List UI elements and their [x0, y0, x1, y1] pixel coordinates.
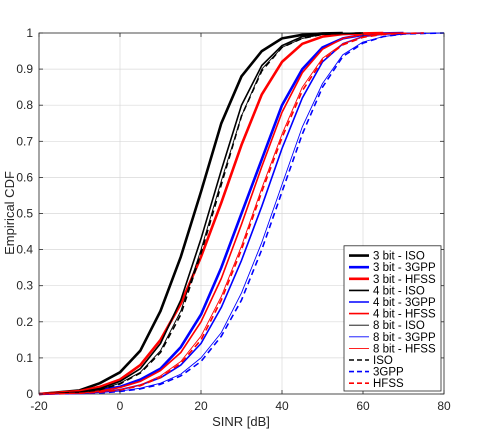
- series-line: [38, 32, 364, 395]
- y-tick-label: 0.5: [16, 207, 33, 221]
- legend-label: 8 bit - ISO: [373, 320, 425, 332]
- legend-label: 4 bit - HFSS: [373, 309, 436, 321]
- y-tick-label: 0.1: [16, 351, 33, 365]
- x-tick-label: 0: [117, 399, 124, 413]
- series-line: [38, 32, 364, 395]
- legend-label: 3 bit - 3GPP: [373, 262, 436, 274]
- x-tick-label: -20: [30, 399, 48, 413]
- x-tick-label: 60: [356, 399, 370, 413]
- y-tick-label: 0.2: [16, 315, 33, 329]
- legend-label: 3GPP: [373, 367, 404, 379]
- y-tick-label: 0.7: [16, 134, 33, 148]
- y-tick-label: 0.6: [16, 170, 33, 184]
- x-tick-label: 80: [437, 399, 451, 413]
- x-tick-label: 20: [194, 399, 208, 413]
- legend-label: HFSS: [373, 378, 404, 390]
- legend-label: 3 bit - HFSS: [373, 274, 436, 286]
- axis-ticks: -20 0 20 40 60 8000.10.20.30.40.50.60.70.80.9…: [16, 26, 451, 413]
- y-tick-label: 0: [26, 387, 33, 401]
- series-line: [38, 32, 404, 395]
- y-tick-label: 1: [26, 26, 33, 40]
- legend-box: [343, 245, 442, 392]
- y-axis-label: Empirical CDF: [2, 171, 17, 255]
- legend-label: 8 bit - 3GPP: [373, 332, 436, 344]
- series-line: [38, 31, 384, 396]
- y-tick-label: 0.3: [16, 279, 33, 293]
- x-axis-label: SINR [dB]: [212, 414, 270, 429]
- legend-label: ISO: [373, 355, 393, 367]
- y-tick-label: 0.8: [16, 98, 33, 112]
- legend-label: 3 bit - ISO: [373, 251, 425, 263]
- legend-label: 4 bit - 3GPP: [373, 297, 436, 309]
- legend-label: 8 bit - HFSS: [373, 343, 436, 355]
- series-line: [38, 32, 445, 395]
- series-line: [38, 31, 343, 396]
- y-tick-label: 0.4: [16, 243, 33, 257]
- x-tick-label: 40: [275, 399, 289, 413]
- y-tick-label: 0.9: [16, 62, 33, 76]
- legend-label: 4 bit - ISO: [373, 285, 425, 297]
